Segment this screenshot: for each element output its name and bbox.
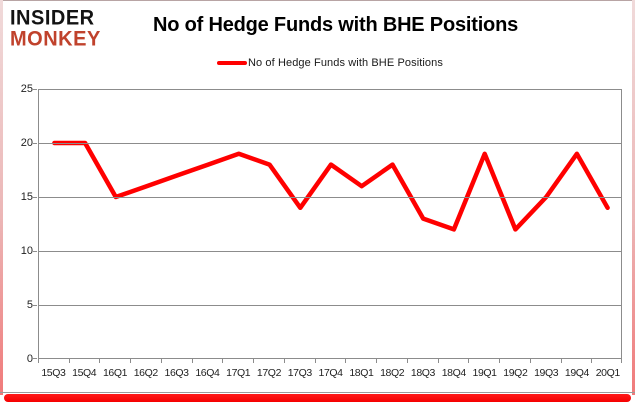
gridline [39,143,621,144]
series-line [52,140,610,232]
x-tick-label: 17Q3 [287,367,312,379]
y-tick-label: 5 [26,299,33,311]
logo-line-insider: INSIDER [10,6,95,30]
x-tick-label: 15Q4 [72,367,97,379]
x-tick [345,359,346,363]
x-tick [161,359,162,363]
chart-legend: No of Hedge Funds with BHE Positions [38,55,622,71]
frame-right-glow [632,0,635,395]
x-tick-label: 20Q1 [595,367,620,379]
x-tick-label: 19Q4 [564,367,589,379]
x-tick [315,359,316,363]
x-tick-label: 16Q2 [133,367,158,379]
x-tick [284,359,285,363]
x-axis: 15Q3 15Q4 16Q1 16Q2 16Q3 16Q4 17Q1 17Q2 17Q3 17Q4… [38,367,623,379]
x-tick [130,359,131,363]
x-tick [38,359,39,363]
y-tick [33,89,37,90]
x-tick-label: 16Q1 [102,367,128,379]
x-tick [192,359,193,363]
x-tick [253,359,254,363]
gridline [39,358,621,359]
x-tick-label: 18Q3 [410,367,435,379]
frame-top-border [0,0,635,1]
plot-area [38,89,622,359]
x-tick-label: 16Q3 [164,367,189,379]
x-tick [621,359,622,363]
frame-left-glow [0,0,3,395]
x-tick-label: 17Q1 [226,367,251,379]
gridline [39,251,621,252]
x-tick [499,359,500,363]
y-tick-label: 15 [20,191,33,203]
gridline [39,305,621,306]
y-tick [33,143,37,144]
x-tick-label: 19Q1 [472,367,497,379]
y-tick [33,305,37,306]
y-tick [33,197,37,198]
x-tick-label: 16Q4 [195,367,220,379]
x-tick-label: 18Q4 [441,367,466,379]
y-tick [33,251,37,252]
x-tick-label: 15Q3 [41,367,66,379]
y-tick [33,358,37,359]
x-tick-label: 19Q2 [503,367,528,379]
x-tick [407,359,408,363]
y-axis: 0 5 10 15 20 25 [0,83,37,365]
x-tick-label: 19Q3 [534,367,559,379]
x-tick-label: 18Q1 [349,367,374,379]
frame-bottom-border [0,392,635,393]
chart-title: No of Hedge Funds with BHE Positions [153,14,519,36]
gridline [39,89,621,90]
x-tick-label: 17Q4 [318,367,343,379]
x-tick [530,359,531,363]
y-tick-label: 10 [20,245,33,257]
legend-line-marker [217,61,247,65]
gridline [39,197,621,198]
x-tick-label: 18Q2 [380,367,405,379]
frame-red-bar [4,394,631,402]
x-tick [69,359,70,363]
insider-monkey-logo: INSIDER MONKEY [10,6,101,51]
y-tick-label: 0 [26,353,33,365]
legend-label: No of Hedge Funds with BHE Positions [248,57,443,69]
x-tick [561,359,562,363]
x-tick [591,359,592,363]
y-tick-label: 25 [20,83,33,95]
y-tick-label: 20 [20,137,33,149]
x-tick-label: 17Q2 [256,367,282,379]
x-tick [99,359,100,363]
x-tick [222,359,223,363]
x-axis-ticks [38,359,623,363]
series-svg [52,140,610,232]
x-tick [468,359,469,363]
logo-line-monkey: MONKEY [10,27,101,51]
x-tick [376,359,377,363]
x-tick [438,359,439,363]
